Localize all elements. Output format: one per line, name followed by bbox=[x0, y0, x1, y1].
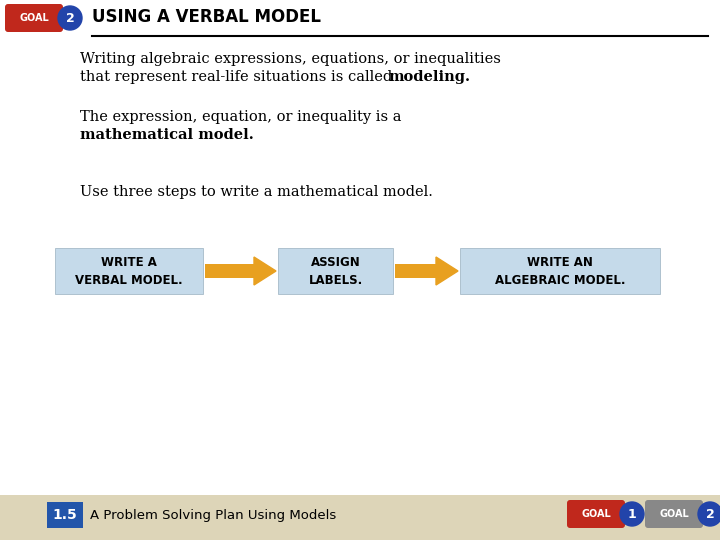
FancyBboxPatch shape bbox=[5, 4, 63, 32]
FancyBboxPatch shape bbox=[0, 495, 720, 540]
Text: 2: 2 bbox=[706, 508, 714, 521]
Circle shape bbox=[698, 502, 720, 526]
Text: WRITE A: WRITE A bbox=[101, 256, 157, 269]
Text: GOAL: GOAL bbox=[19, 13, 49, 23]
Text: ALGEBRAIC MODEL.: ALGEBRAIC MODEL. bbox=[495, 273, 625, 287]
Text: 1.5: 1.5 bbox=[53, 508, 77, 522]
Text: VERBAL MODEL.: VERBAL MODEL. bbox=[75, 273, 183, 287]
Polygon shape bbox=[254, 257, 276, 285]
FancyBboxPatch shape bbox=[278, 248, 393, 294]
Text: 2: 2 bbox=[66, 11, 74, 24]
Text: The expression, equation, or inequality is a: The expression, equation, or inequality … bbox=[80, 110, 402, 124]
Text: USING A VERBAL MODEL: USING A VERBAL MODEL bbox=[92, 8, 321, 26]
FancyBboxPatch shape bbox=[395, 264, 436, 278]
Text: GOAL: GOAL bbox=[659, 509, 689, 519]
Text: LABELS.: LABELS. bbox=[308, 273, 363, 287]
Text: WRITE AN: WRITE AN bbox=[527, 256, 593, 269]
Text: GOAL: GOAL bbox=[581, 509, 611, 519]
Text: 1: 1 bbox=[628, 508, 636, 521]
FancyBboxPatch shape bbox=[55, 248, 203, 294]
Text: Use three steps to write a mathematical model.: Use three steps to write a mathematical … bbox=[80, 185, 433, 199]
Text: Writing algebraic expressions, equations, or inequalities: Writing algebraic expressions, equations… bbox=[80, 52, 501, 66]
FancyBboxPatch shape bbox=[645, 500, 703, 528]
Text: ASSIGN: ASSIGN bbox=[310, 256, 361, 269]
FancyBboxPatch shape bbox=[567, 500, 625, 528]
Circle shape bbox=[620, 502, 644, 526]
Text: mathematical model.: mathematical model. bbox=[80, 128, 253, 142]
Text: that represent real-life situations is called: that represent real-life situations is c… bbox=[80, 70, 397, 84]
Circle shape bbox=[58, 6, 82, 30]
Polygon shape bbox=[436, 257, 458, 285]
Text: modeling.: modeling. bbox=[388, 70, 470, 84]
Text: A Problem Solving Plan Using Models: A Problem Solving Plan Using Models bbox=[90, 509, 336, 522]
FancyBboxPatch shape bbox=[205, 264, 254, 278]
FancyBboxPatch shape bbox=[460, 248, 660, 294]
FancyBboxPatch shape bbox=[47, 502, 83, 528]
